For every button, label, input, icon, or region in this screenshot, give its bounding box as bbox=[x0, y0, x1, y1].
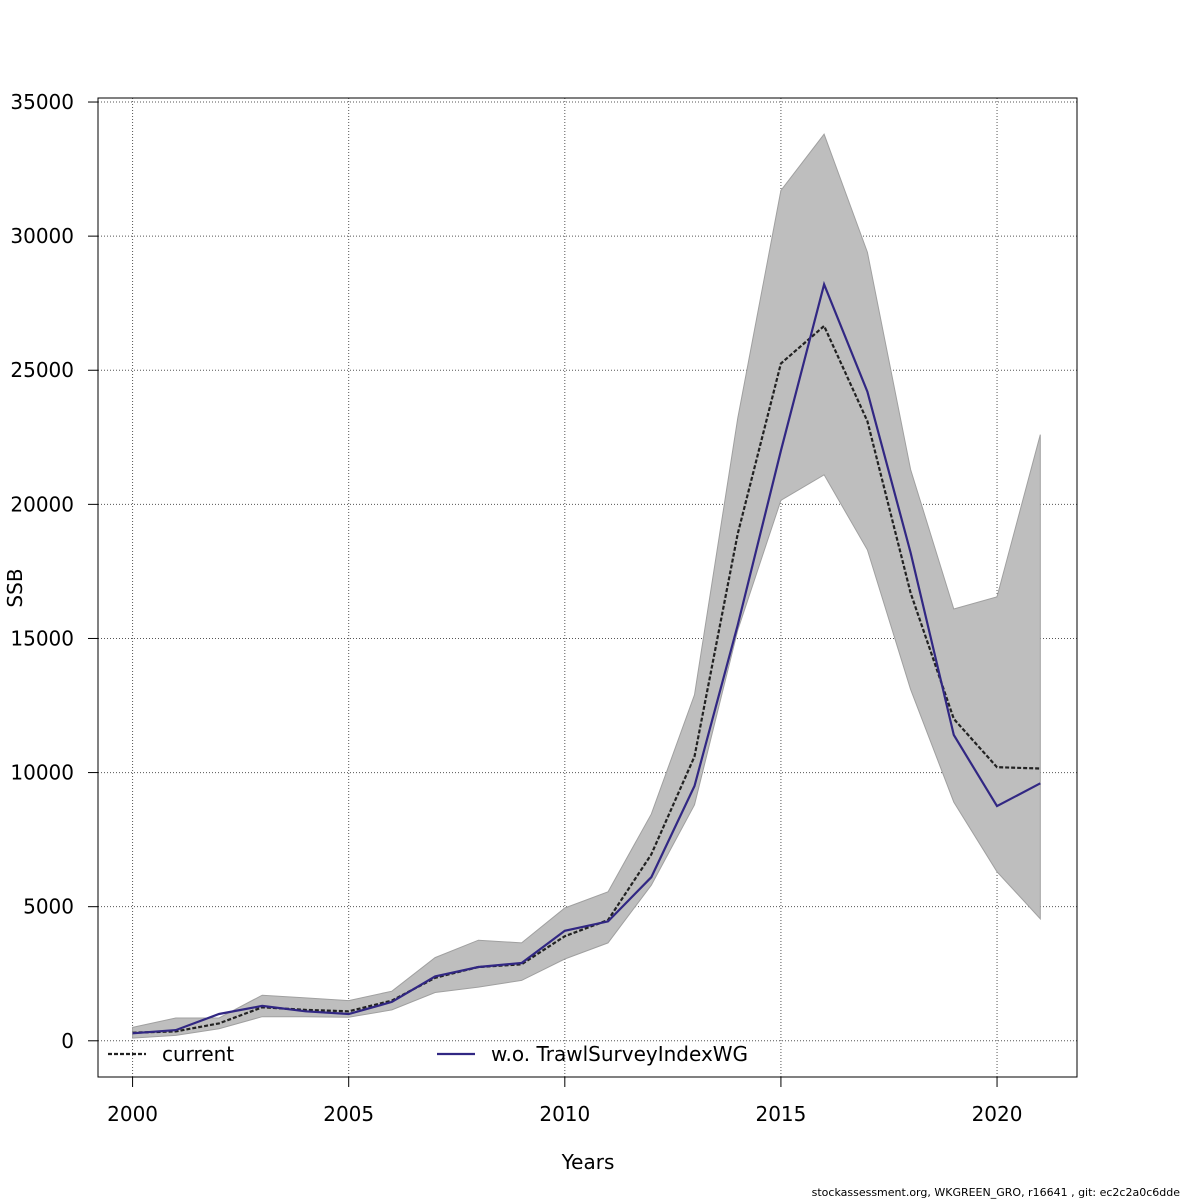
x-tick-label: 2000 bbox=[107, 1102, 158, 1126]
y-tick-label: 15000 bbox=[10, 626, 74, 650]
y-axis: 0 5000 10000 15000 20000 25000 30000 35000 bbox=[10, 90, 98, 1053]
y-tick-label: 25000 bbox=[10, 358, 74, 382]
x-tick-label: 2015 bbox=[755, 1102, 806, 1126]
y-tick-label: 5000 bbox=[23, 895, 74, 919]
legend-label: w.o. TrawlSurveyIndexWG bbox=[491, 1042, 748, 1066]
plot-frame bbox=[97, 97, 1078, 1078]
y-tick-label: 0 bbox=[61, 1029, 74, 1053]
y-tick-label: 30000 bbox=[10, 224, 74, 248]
x-axis: 2000 2005 2010 2015 2020 bbox=[107, 1077, 1022, 1126]
y-axis-title: SSB bbox=[3, 568, 27, 607]
y-tick-label: 20000 bbox=[10, 492, 74, 516]
footer-credit: stockassessment.org, WKGREEN_GRO, r16641… bbox=[812, 1186, 1181, 1199]
x-tick-label: 2020 bbox=[972, 1102, 1023, 1126]
y-tick-label: 10000 bbox=[10, 761, 74, 785]
series-lines bbox=[132, 280, 1041, 1035]
legend-label: current bbox=[162, 1042, 234, 1066]
legend: current w.o. TrawlSurveyIndexWG bbox=[108, 1042, 748, 1066]
x-tick-label: 2005 bbox=[323, 1102, 374, 1126]
x-axis-title: Years bbox=[561, 1150, 615, 1174]
confidence-band bbox=[132, 133, 1041, 1039]
y-tick-label: 35000 bbox=[10, 90, 74, 114]
series-line-wo-trawl-survey bbox=[132, 280, 1041, 1035]
series-line-current bbox=[132, 324, 1041, 1034]
x-tick-label: 2010 bbox=[539, 1102, 590, 1126]
